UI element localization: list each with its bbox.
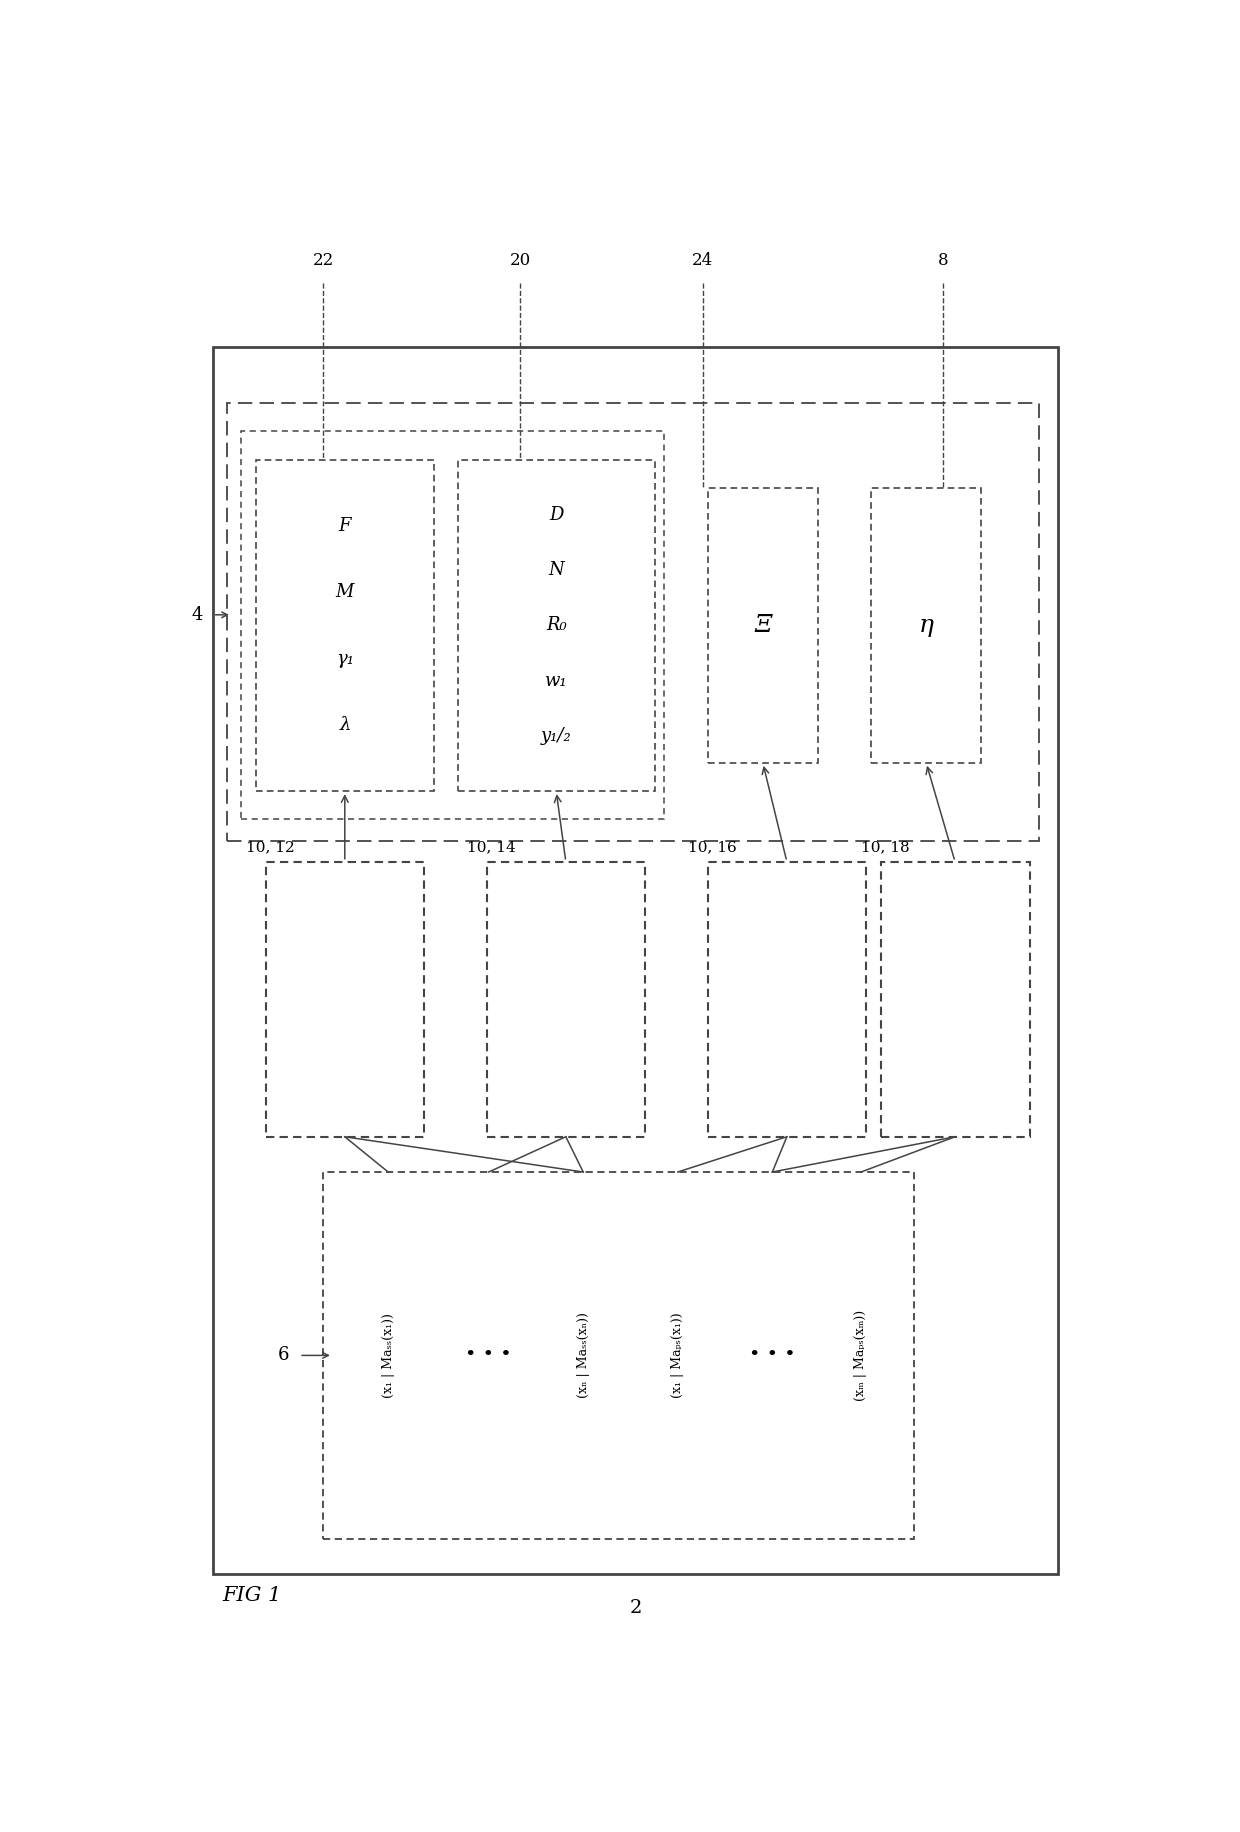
Text: w₁: w₁ [544, 672, 568, 689]
Text: (xₘ | Maₚₛ(xₘ)): (xₘ | Maₚₛ(xₘ)) [854, 1310, 868, 1401]
Text: Ξ: Ξ [754, 614, 771, 638]
Text: 10, 14: 10, 14 [467, 841, 516, 854]
Text: • • •: • • • [749, 1347, 796, 1365]
Text: (xₙ | Maₛₛ(xₙ)): (xₙ | Maₛₛ(xₙ)) [577, 1312, 590, 1398]
Text: 22: 22 [312, 253, 334, 269]
Text: η: η [919, 614, 934, 638]
Text: 6: 6 [278, 1347, 289, 1365]
Bar [227, 403, 1039, 841]
Text: F: F [339, 517, 351, 535]
Text: (x₁ | Maₛₛ(x₁)): (x₁ | Maₛₛ(x₁)) [382, 1314, 394, 1398]
Bar [708, 487, 818, 762]
Text: R₀: R₀ [546, 616, 567, 634]
Bar [255, 460, 434, 791]
Bar [486, 861, 645, 1136]
Bar [213, 346, 1058, 1574]
Bar [324, 1172, 914, 1539]
Text: M: M [336, 583, 353, 601]
Text: D: D [549, 506, 563, 524]
Text: N: N [548, 561, 564, 579]
Bar [242, 432, 665, 819]
Text: (x₁ | Maₚₛ(x₁)): (x₁ | Maₚₛ(x₁)) [671, 1312, 684, 1398]
Text: y₁/₂: y₁/₂ [541, 727, 572, 746]
Bar [265, 861, 424, 1136]
Bar [708, 861, 866, 1136]
Text: 24: 24 [692, 253, 713, 269]
Text: 10, 18: 10, 18 [862, 841, 910, 854]
Text: 10, 12: 10, 12 [247, 841, 295, 854]
Text: λ: λ [339, 716, 351, 735]
Bar [880, 861, 1029, 1136]
Bar [458, 460, 655, 791]
Text: 10, 16: 10, 16 [688, 841, 737, 854]
Bar [870, 487, 982, 762]
Text: γ₁: γ₁ [336, 650, 353, 667]
Text: 8: 8 [937, 253, 949, 269]
Text: 2: 2 [630, 1599, 641, 1618]
Text: 4: 4 [192, 606, 203, 625]
Text: 20: 20 [510, 253, 531, 269]
Text: FIG 1: FIG 1 [222, 1587, 281, 1605]
Text: • • •: • • • [465, 1347, 512, 1365]
